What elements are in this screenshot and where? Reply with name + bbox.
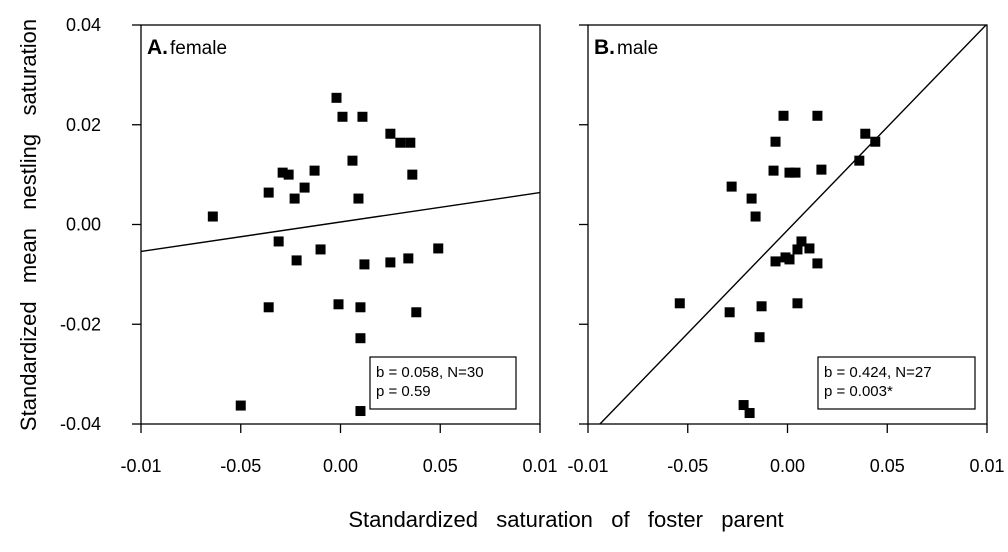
- panel-letter: A.: [147, 36, 168, 59]
- stats-box: [369, 356, 517, 410]
- x-axis-title: Standardized saturation of foster parent: [348, 507, 783, 532]
- data-point: [405, 137, 416, 148]
- data-point: [726, 181, 737, 192]
- data-point: [263, 187, 274, 198]
- panel-male: -0.01 -0.05 0.00 0.05 0.01 B. male b = 0.424, N…: [567, 24, 1005, 476]
- data-point: [309, 165, 320, 176]
- data-point: [792, 298, 803, 309]
- data-point: [790, 167, 801, 178]
- data-point: [291, 255, 302, 266]
- panel-name: male: [617, 38, 658, 59]
- data-point: [207, 211, 218, 222]
- x-tick-label: 0.00: [323, 456, 358, 476]
- data-point: [812, 258, 823, 269]
- data-point: [796, 236, 807, 247]
- data-point: [353, 193, 364, 204]
- panel-name: female: [170, 38, 227, 59]
- data-point: [289, 193, 300, 204]
- panel-label: A. female: [147, 36, 227, 59]
- data-point: [395, 137, 406, 148]
- data-point: [263, 302, 274, 313]
- x-tick-label: -0.01: [120, 456, 161, 476]
- data-point: [355, 302, 366, 313]
- x-tick-label: 0.05: [870, 456, 905, 476]
- regression-line: [141, 191, 540, 253]
- data-point: [784, 254, 795, 265]
- y-axis-title: Standardized mean nestling saturation: [16, 19, 41, 431]
- panel-female: 0.04 0.02 0.00 -0.02 -0.04 -0.01 -0.05 0.00 0.05…: [60, 15, 558, 476]
- data-point: [385, 128, 396, 139]
- stats-line: b = 0.424, N=27: [824, 364, 932, 381]
- data-point: [315, 244, 326, 255]
- y-tick-label: -0.04: [60, 414, 101, 434]
- data-point: [744, 408, 755, 419]
- x-tick-label: -0.01: [567, 456, 608, 476]
- data-point: [299, 182, 310, 193]
- data-point: [870, 136, 881, 147]
- data-point: [674, 298, 685, 309]
- data-point: [854, 155, 865, 166]
- stats-box: [817, 356, 976, 410]
- panel-label: B. male: [594, 36, 658, 59]
- data-point: [724, 307, 735, 318]
- data-point: [754, 332, 765, 343]
- data-point: [770, 256, 781, 267]
- data-point: [283, 169, 294, 180]
- data-point: [357, 111, 368, 122]
- y-tick-label: 0.04: [66, 15, 101, 35]
- data-point: [273, 236, 284, 247]
- x-tick-label: 0.05: [423, 456, 458, 476]
- data-point: [355, 406, 366, 417]
- stats-line: p = 0.003*: [824, 383, 893, 400]
- data-point: [756, 301, 767, 312]
- y-tick-label: -0.02: [60, 314, 101, 334]
- data-point: [784, 167, 795, 178]
- x-tick-label: 0.01: [522, 456, 557, 476]
- data-point: [770, 136, 781, 147]
- data-point: [816, 164, 827, 175]
- data-point: [347, 155, 358, 166]
- x-tick-label: -0.05: [220, 456, 261, 476]
- data-point: [403, 253, 414, 264]
- data-point: [812, 110, 823, 121]
- data-point: [277, 167, 288, 178]
- panel-letter: B.: [594, 36, 615, 59]
- data-point: [804, 243, 815, 254]
- data-point: [750, 211, 761, 222]
- data-point: [359, 259, 370, 270]
- data-point: [746, 193, 757, 204]
- data-point: [778, 110, 789, 121]
- x-tick-label: -0.05: [667, 456, 708, 476]
- data-point: [792, 244, 803, 255]
- x-tick-label: 0.00: [770, 456, 805, 476]
- data-point: [385, 257, 396, 268]
- data-point: [433, 243, 444, 254]
- data-point: [411, 307, 422, 318]
- data-point: [860, 128, 871, 139]
- stats-line: b = 0.058, N=30: [376, 364, 484, 381]
- data-point: [407, 169, 418, 180]
- stats-line: p = 0.59: [376, 383, 431, 400]
- x-tick-label: 0.01: [969, 456, 1004, 476]
- data-point: [235, 400, 246, 411]
- y-tick-label: 0.02: [66, 115, 101, 135]
- data-point: [333, 299, 344, 310]
- data-point: [738, 400, 749, 411]
- y-tick-label: 0.00: [66, 215, 101, 235]
- data-point: [337, 111, 348, 122]
- data-point: [768, 165, 779, 176]
- data-point: [331, 92, 342, 103]
- regression-line: [599, 25, 987, 424]
- data-point: [355, 333, 366, 344]
